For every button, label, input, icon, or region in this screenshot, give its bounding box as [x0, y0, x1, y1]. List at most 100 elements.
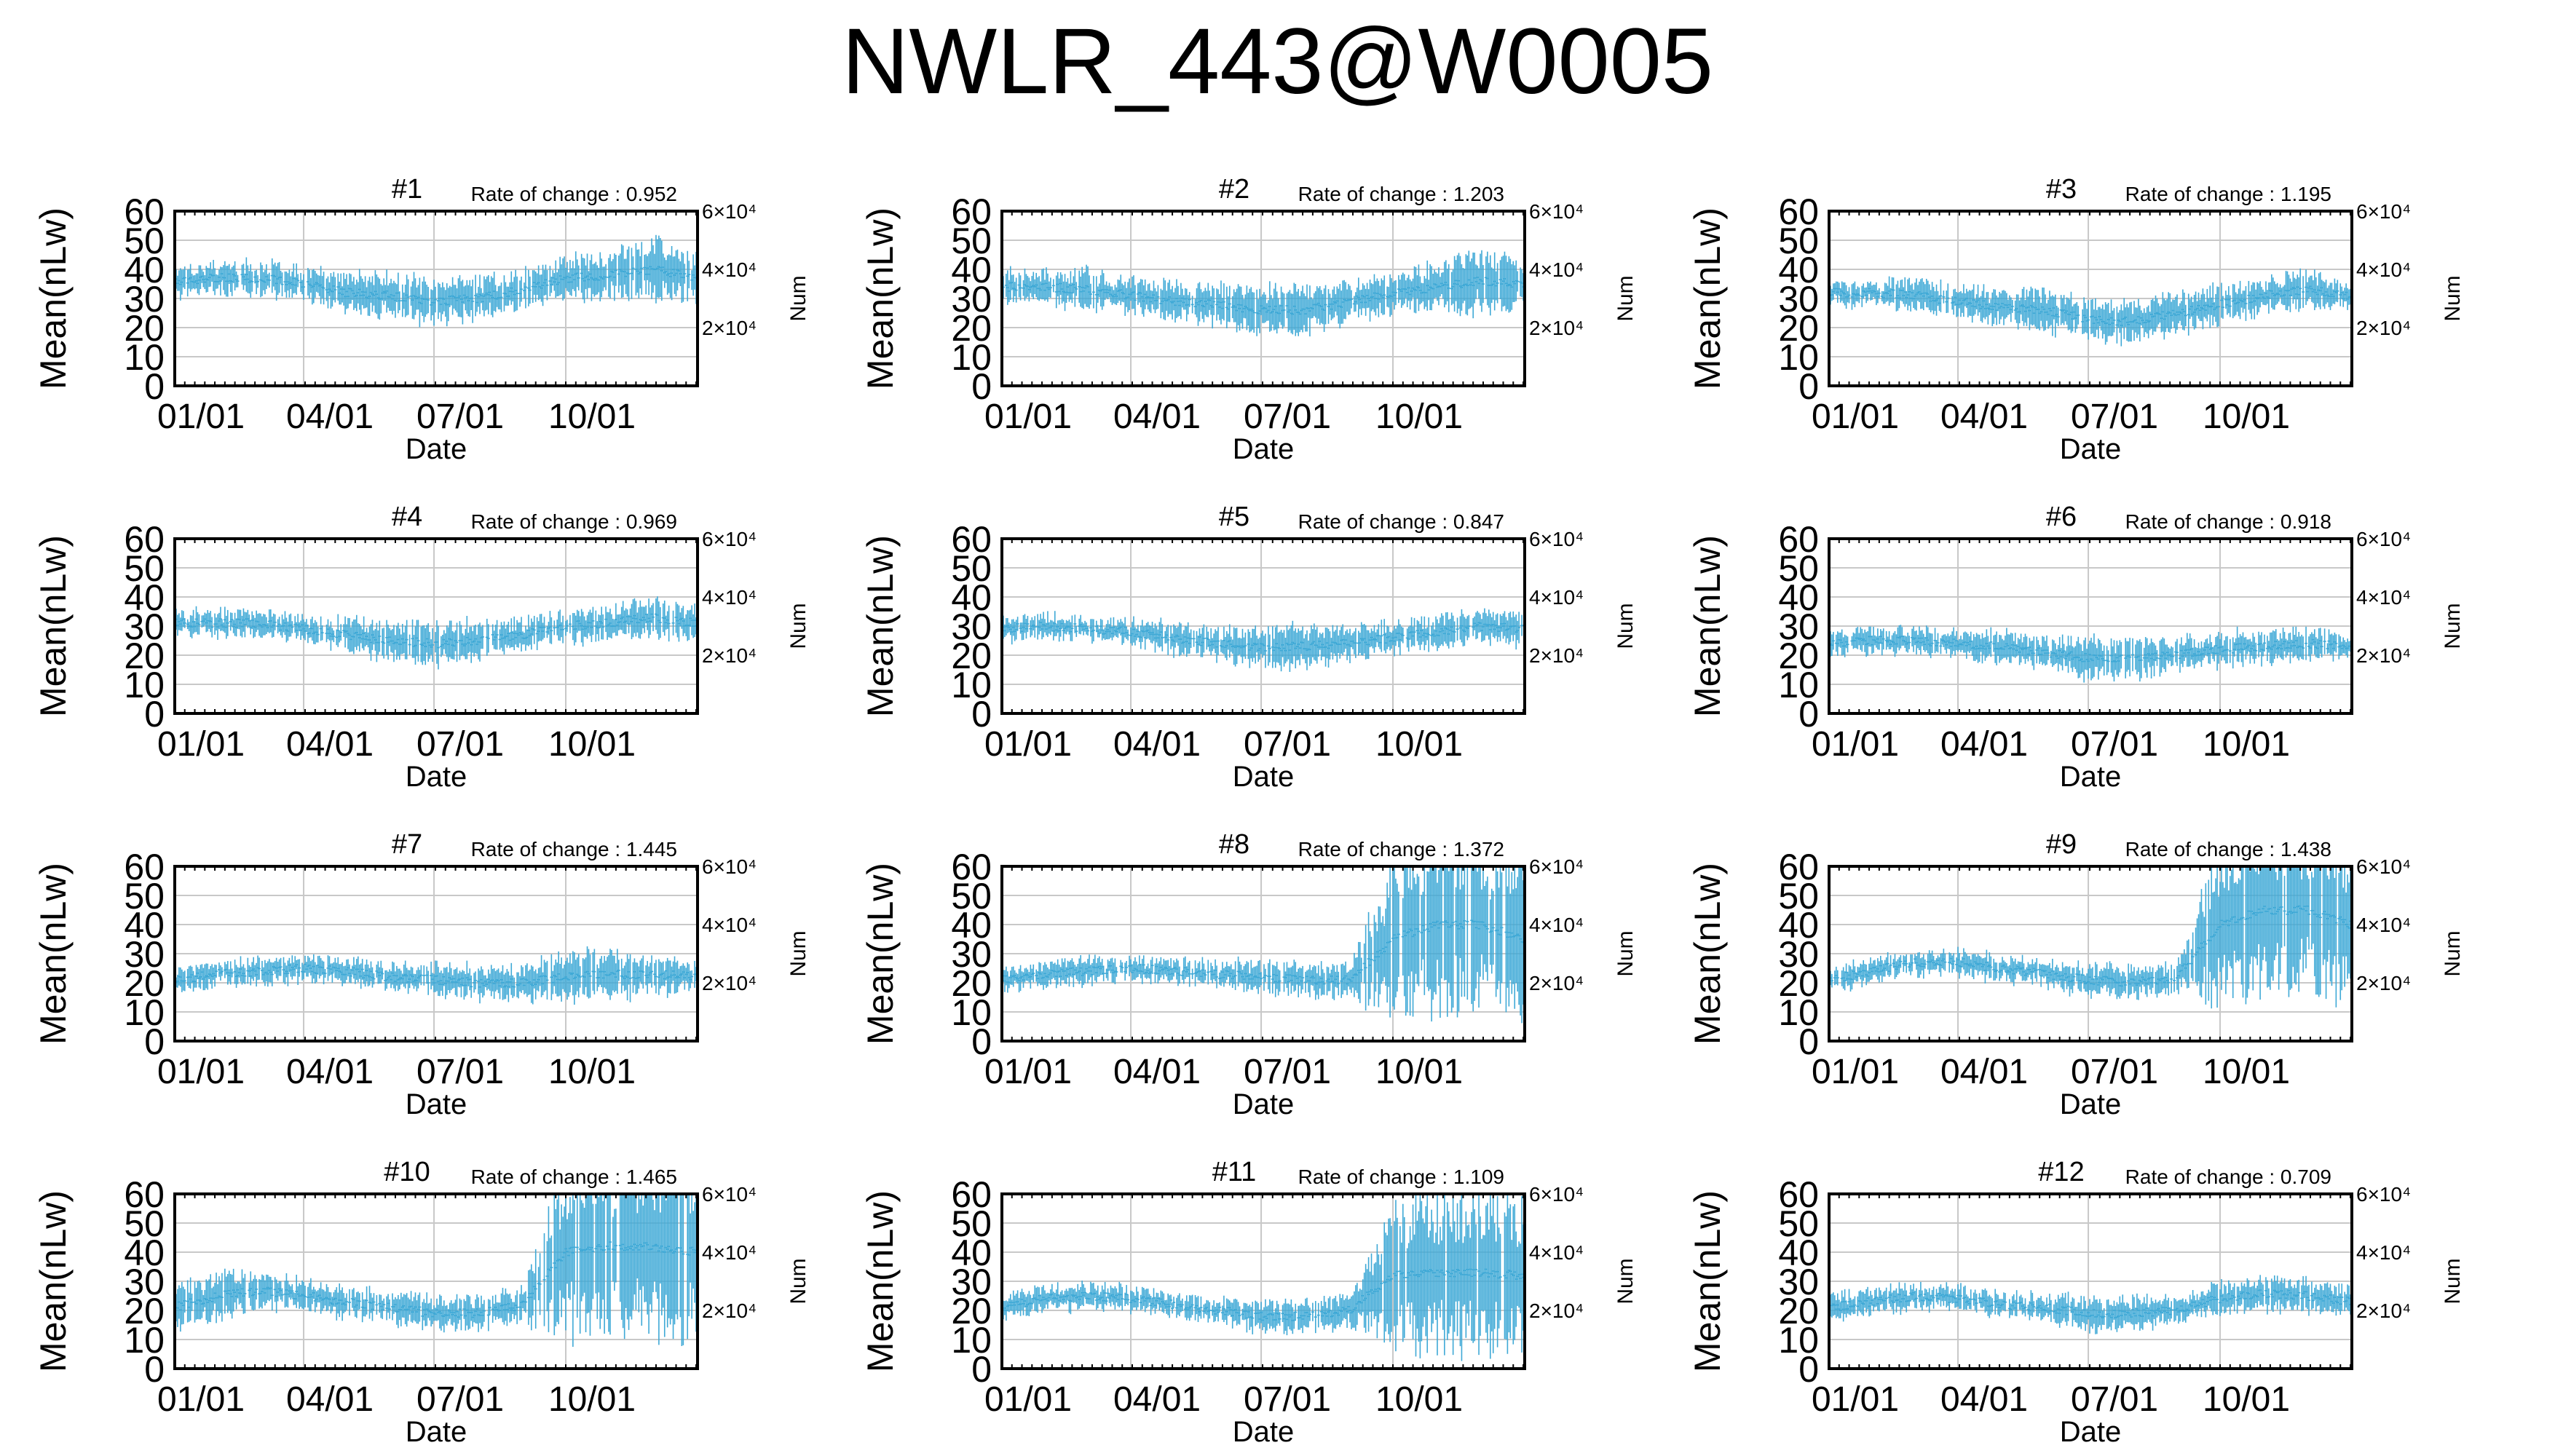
y-tick-label: 50 — [951, 548, 992, 589]
y-tick-label: 0 — [144, 366, 165, 407]
y-tick-label: 40 — [1778, 250, 1819, 290]
y2-axis-label: Num — [2441, 275, 2465, 321]
x-tick-label: 07/01 — [1244, 725, 1331, 764]
y2-axis-label: Num — [2441, 603, 2465, 649]
data-series — [1000, 608, 1524, 672]
y-axis-label: Mean(nLw) — [860, 207, 901, 389]
panel-title: #5 — [1219, 502, 1249, 532]
y-tick-label: 20 — [1778, 308, 1819, 349]
y2-axis-label: Num — [786, 275, 810, 321]
y-tick-label: 40 — [951, 577, 992, 618]
rate-of-change: Rate of change : 0.952 — [471, 183, 677, 205]
data-series — [1828, 268, 2353, 347]
y-tick-label: 30 — [124, 606, 165, 647]
y2-tick-label: 6×10⁴ — [1529, 200, 1584, 223]
x-axis-label: Date — [1233, 433, 1295, 465]
rate-of-change: Rate of change : 0.969 — [471, 510, 677, 533]
y2-tick-label: 2×10⁴ — [2356, 644, 2411, 667]
x-tick-label: 01/01 — [157, 725, 245, 764]
y2-tick-label: 4×10⁴ — [702, 258, 757, 281]
y-axis-label: Mean(nLw) — [1687, 207, 1728, 389]
y2-tick-label: 6×10⁴ — [2356, 200, 2411, 223]
panel-title: #1 — [392, 174, 422, 205]
x-tick-label: 10/01 — [548, 725, 636, 764]
y-tick-label: 40 — [124, 577, 165, 618]
x-tick-label: 01/01 — [157, 397, 245, 436]
x-axis-label: Date — [1233, 761, 1295, 793]
panel-title: #2 — [1219, 174, 1249, 205]
y-axis-label: Mean(nLw) — [1687, 535, 1728, 717]
y-tick-label: 10 — [124, 337, 165, 378]
page-title: NWLR_443@W0005 — [0, 7, 2555, 116]
y-tick-label: 30 — [124, 279, 165, 320]
y2-tick-label: 4×10⁴ — [2356, 258, 2411, 281]
x-tick-label: 04/01 — [1940, 397, 2028, 436]
y-tick-label: 10 — [951, 337, 992, 378]
y-tick-label: 20 — [951, 636, 992, 676]
data-series — [173, 596, 698, 670]
rate-of-change: Rate of change : 1.203 — [1298, 183, 1504, 205]
rate-of-change: Rate of change : 0.847 — [1298, 510, 1504, 533]
y-tick-label: 30 — [1778, 279, 1819, 320]
x-tick-label: 07/01 — [2071, 397, 2158, 436]
x-tick-label: 01/01 — [1812, 397, 1899, 436]
x-tick-label: 04/01 — [1113, 725, 1201, 764]
y-tick-label: 10 — [1778, 337, 1819, 378]
x-axis-label: Date — [2060, 761, 2122, 793]
y2-tick-label: 6×10⁴ — [702, 200, 757, 223]
y2-tick-label: 2×10⁴ — [702, 644, 757, 667]
y2-tick-label: 6×10⁴ — [1529, 528, 1584, 550]
x-tick-label: 04/01 — [1940, 725, 2028, 764]
y2-tick-label: 4×10⁴ — [702, 586, 757, 609]
x-tick-label: 10/01 — [2203, 725, 2290, 764]
y2-tick-label: 6×10⁴ — [2356, 528, 2411, 550]
y-tick-label: 0 — [144, 694, 165, 735]
y-tick-label: 20 — [124, 636, 165, 676]
x-axis-label: Date — [406, 761, 467, 793]
x-tick-label: 01/01 — [1812, 725, 1899, 764]
y-tick-label: 30 — [1778, 606, 1819, 647]
x-tick-label: 10/01 — [2203, 397, 2290, 436]
x-axis-label: Date — [406, 433, 467, 465]
panel-7: #7 Rate of change : 1.445010203040506001/… — [33, 829, 810, 1120]
y-tick-label: 60 — [1778, 191, 1819, 232]
y-tick-label: 60 — [124, 191, 165, 232]
y-tick-label: 30 — [951, 279, 992, 320]
data-series — [1000, 250, 1525, 337]
y-tick-label: 10 — [1778, 665, 1819, 705]
y-tick-label: 50 — [1778, 221, 1819, 261]
y2-axis-label: Num — [786, 603, 810, 649]
data-series — [173, 946, 698, 1005]
x-tick-label: 10/01 — [1375, 725, 1463, 764]
y-tick-label: 30 — [951, 606, 992, 647]
x-tick-label: 07/01 — [416, 397, 504, 436]
y2-axis-label: Num — [1614, 275, 1638, 321]
y-tick-label: 40 — [951, 250, 992, 290]
y-tick-label: 0 — [1798, 366, 1819, 407]
x-tick-label: 04/01 — [286, 397, 374, 436]
y-tick-label: 20 — [124, 308, 165, 349]
y-tick-label: 50 — [951, 221, 992, 261]
rate-of-change: Rate of change : 0.918 — [2125, 510, 2331, 533]
panel-title: #3 — [2046, 174, 2077, 205]
y-tick-label: 20 — [951, 308, 992, 349]
y-tick-label: 60 — [951, 191, 992, 232]
y-tick-label: 50 — [124, 221, 165, 261]
panel-title: #6 — [2046, 502, 2077, 532]
data-series — [1828, 625, 2353, 683]
x-tick-label: 10/01 — [548, 397, 636, 436]
y2-tick-label: 6×10⁴ — [702, 528, 757, 550]
y2-tick-label: 4×10⁴ — [2356, 586, 2411, 609]
y2-axis-label: Num — [1614, 603, 1638, 649]
y2-tick-label: 2×10⁴ — [702, 317, 757, 339]
y-tick-label: 0 — [971, 366, 992, 407]
y2-tick-label: 2×10⁴ — [1529, 317, 1584, 339]
y-tick-label: 60 — [124, 519, 165, 560]
y-tick-label: 10 — [124, 665, 165, 705]
y-tick-label: 50 — [1778, 548, 1819, 589]
y-tick-label: 0 — [971, 694, 992, 735]
panel-title: #4 — [392, 502, 422, 532]
